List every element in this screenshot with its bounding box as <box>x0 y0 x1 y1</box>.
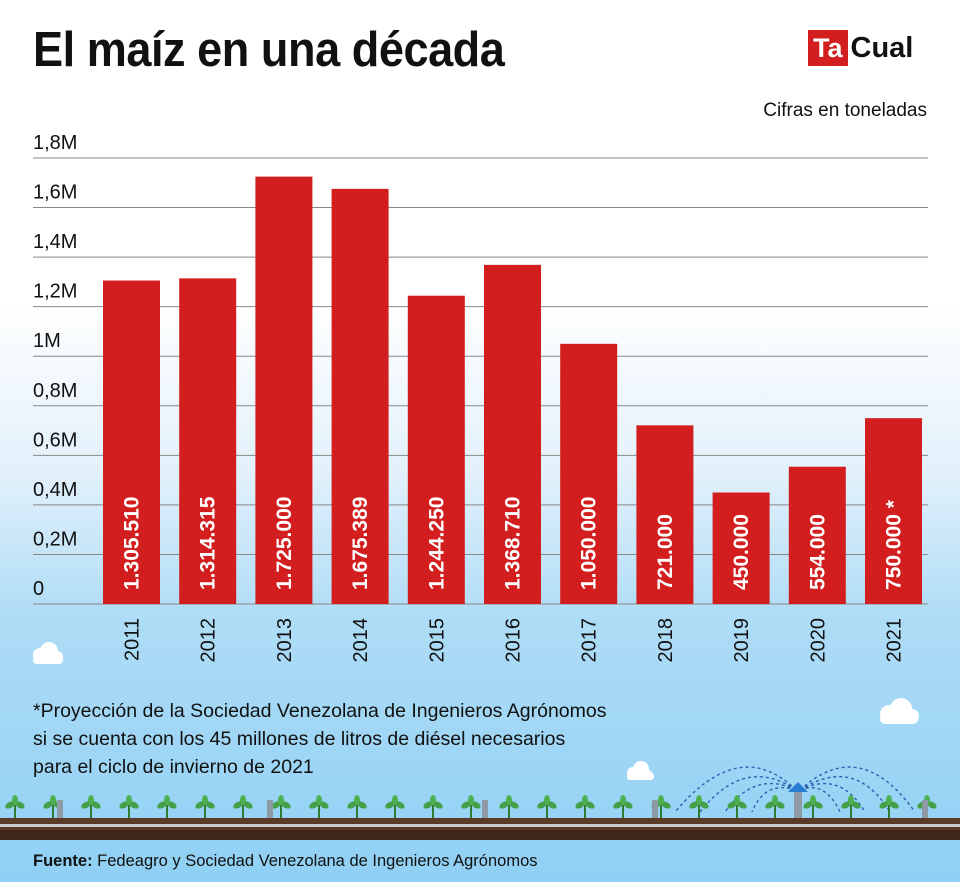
bar-value-label: 1.305.510 <box>121 497 144 590</box>
plant-icon <box>43 795 63 819</box>
bar <box>484 264 541 604</box>
plant-icon <box>461 795 481 819</box>
sprinkler-head-icon <box>788 782 808 820</box>
sprinkler-post-icon <box>482 800 488 820</box>
plant-icon <box>233 795 253 819</box>
crop-row <box>5 795 937 820</box>
bar-value-label: 750.000 * <box>883 499 906 590</box>
footnote: *Proyección de la Sociedad Venezolana de… <box>33 697 606 781</box>
sprinkler-post-icon <box>652 800 658 820</box>
bar <box>636 425 694 604</box>
bar-value-label: 1.368.710 <box>502 497 525 590</box>
plant-icon <box>309 795 329 819</box>
y-axis-ticks: 0 0,2M 0,4M 0,6M 0,8M 1M 1,2M 1,4M 1,6M 1,8M <box>33 132 77 600</box>
plant-icon <box>537 795 557 819</box>
plant-icon <box>423 795 443 819</box>
y-tick-label: 1,4M <box>33 231 77 253</box>
x-tick-label: 2021 <box>884 618 906 663</box>
plant-icon <box>917 795 937 819</box>
y-tick-label: 1,2M <box>33 281 77 303</box>
bar <box>103 280 160 604</box>
bar <box>179 278 237 604</box>
x-tick-label: 2012 <box>198 618 220 663</box>
x-tick-label: 2011 <box>122 618 144 661</box>
bar <box>560 343 618 604</box>
source-label: Fuente: <box>33 852 93 870</box>
x-tick-label: 2018 <box>655 618 677 663</box>
logo-part-cual: Cual <box>850 32 914 64</box>
bar <box>788 466 846 604</box>
y-tick-label: 0,8M <box>33 380 77 402</box>
bar-value-label: 1.050.000 <box>578 497 601 590</box>
bar-value-label: 721.000 <box>654 514 677 590</box>
bar <box>407 295 465 604</box>
bar-value-label: 1.314.315 <box>197 496 220 590</box>
decor-clouds-chart <box>33 642 63 664</box>
plant-icon <box>5 795 25 819</box>
plant-icon <box>613 795 633 819</box>
bar-value-label: 450.000 <box>730 514 753 590</box>
x-tick-label: 2013 <box>274 618 296 663</box>
y-tick-label: 1M <box>33 330 61 352</box>
sprinkler-post-icon <box>57 800 63 820</box>
plant-icon <box>157 795 177 819</box>
sprinkler-post-icon <box>922 800 928 820</box>
units-label: Cifras en toneladas <box>763 100 927 121</box>
bar-value-label: 1.675.389 <box>349 497 372 590</box>
y-tick-label: 1,6M <box>33 182 77 204</box>
plant-icon <box>803 795 823 819</box>
plant-icon <box>81 795 101 819</box>
sprinkler-water-arcs-icon <box>674 766 916 813</box>
chart-title: El maíz en una década <box>33 23 505 77</box>
irrigation-pipe <box>0 824 960 827</box>
x-tick-label: 2020 <box>807 618 829 663</box>
plant-icon <box>765 795 785 819</box>
y-tick-label: 0 <box>33 578 44 600</box>
plant-icon <box>651 795 671 819</box>
bar <box>712 492 770 604</box>
sprinkler-post-icon <box>267 800 273 820</box>
x-tick-label: 2019 <box>731 618 753 663</box>
logo-part-ta: Ta <box>808 30 848 66</box>
source-note: Fuente: Fedeagro y Sociedad Venezolana d… <box>33 852 538 871</box>
y-tick-label: 0,6M <box>33 429 77 451</box>
x-tick-label: 2014 <box>350 618 372 663</box>
plant-icon <box>195 795 215 819</box>
bar <box>331 188 389 604</box>
plant-icon <box>879 795 899 819</box>
plant-icon <box>271 795 291 819</box>
bar-value-label: 1.244.250 <box>425 497 448 590</box>
bar <box>255 176 313 605</box>
plant-icon <box>689 795 709 819</box>
y-tick-label: 0,2M <box>33 528 77 550</box>
cloud-icon <box>627 761 654 780</box>
cloud-icon <box>33 642 63 664</box>
plant-icon <box>499 795 519 819</box>
bars: 1.305.510 1.314.315 1.725.000 1.675.389 1.24… <box>103 176 922 605</box>
plant-icon <box>727 795 747 819</box>
x-tick-label: 2017 <box>579 618 601 663</box>
cloud-icon <box>880 698 919 724</box>
footnote-line-1: *Proyección de la Sociedad Venezolana de… <box>33 700 607 722</box>
y-tick-label: 1,8M <box>33 132 77 154</box>
bar-value-label: 1.725.000 <box>273 497 296 590</box>
footnote-line-3: para el ciclo de invierno de 2021 <box>33 756 314 778</box>
x-axis-ticks: 2011 2012 2013 2014 2015 2016 2017 2018 2019 2020… <box>122 618 906 663</box>
bar-value-label: 554.000 <box>806 514 829 590</box>
y-tick-label: 0,4M <box>33 479 77 501</box>
plant-icon <box>575 795 595 819</box>
plant-icon <box>841 795 861 819</box>
plant-icon <box>347 795 367 819</box>
footnote-line-2: si se cuenta con los 45 millones de litr… <box>33 728 566 750</box>
bar <box>865 418 922 604</box>
plant-icon <box>119 795 139 819</box>
plant-icon <box>385 795 405 819</box>
x-tick-label: 2015 <box>426 618 448 663</box>
x-tick-label: 2016 <box>503 618 525 663</box>
talcual-logo: Ta Cual <box>808 30 913 66</box>
bar-chart: 0 0,2M 0,4M 0,6M 0,8M 1M 1,2M 1,4M 1,6M 1,8M 1.30… <box>33 132 928 664</box>
source-text: Fedeagro y Sociedad Venezolana de Ingeni… <box>92 852 538 870</box>
soil-strip-dark <box>0 830 960 840</box>
